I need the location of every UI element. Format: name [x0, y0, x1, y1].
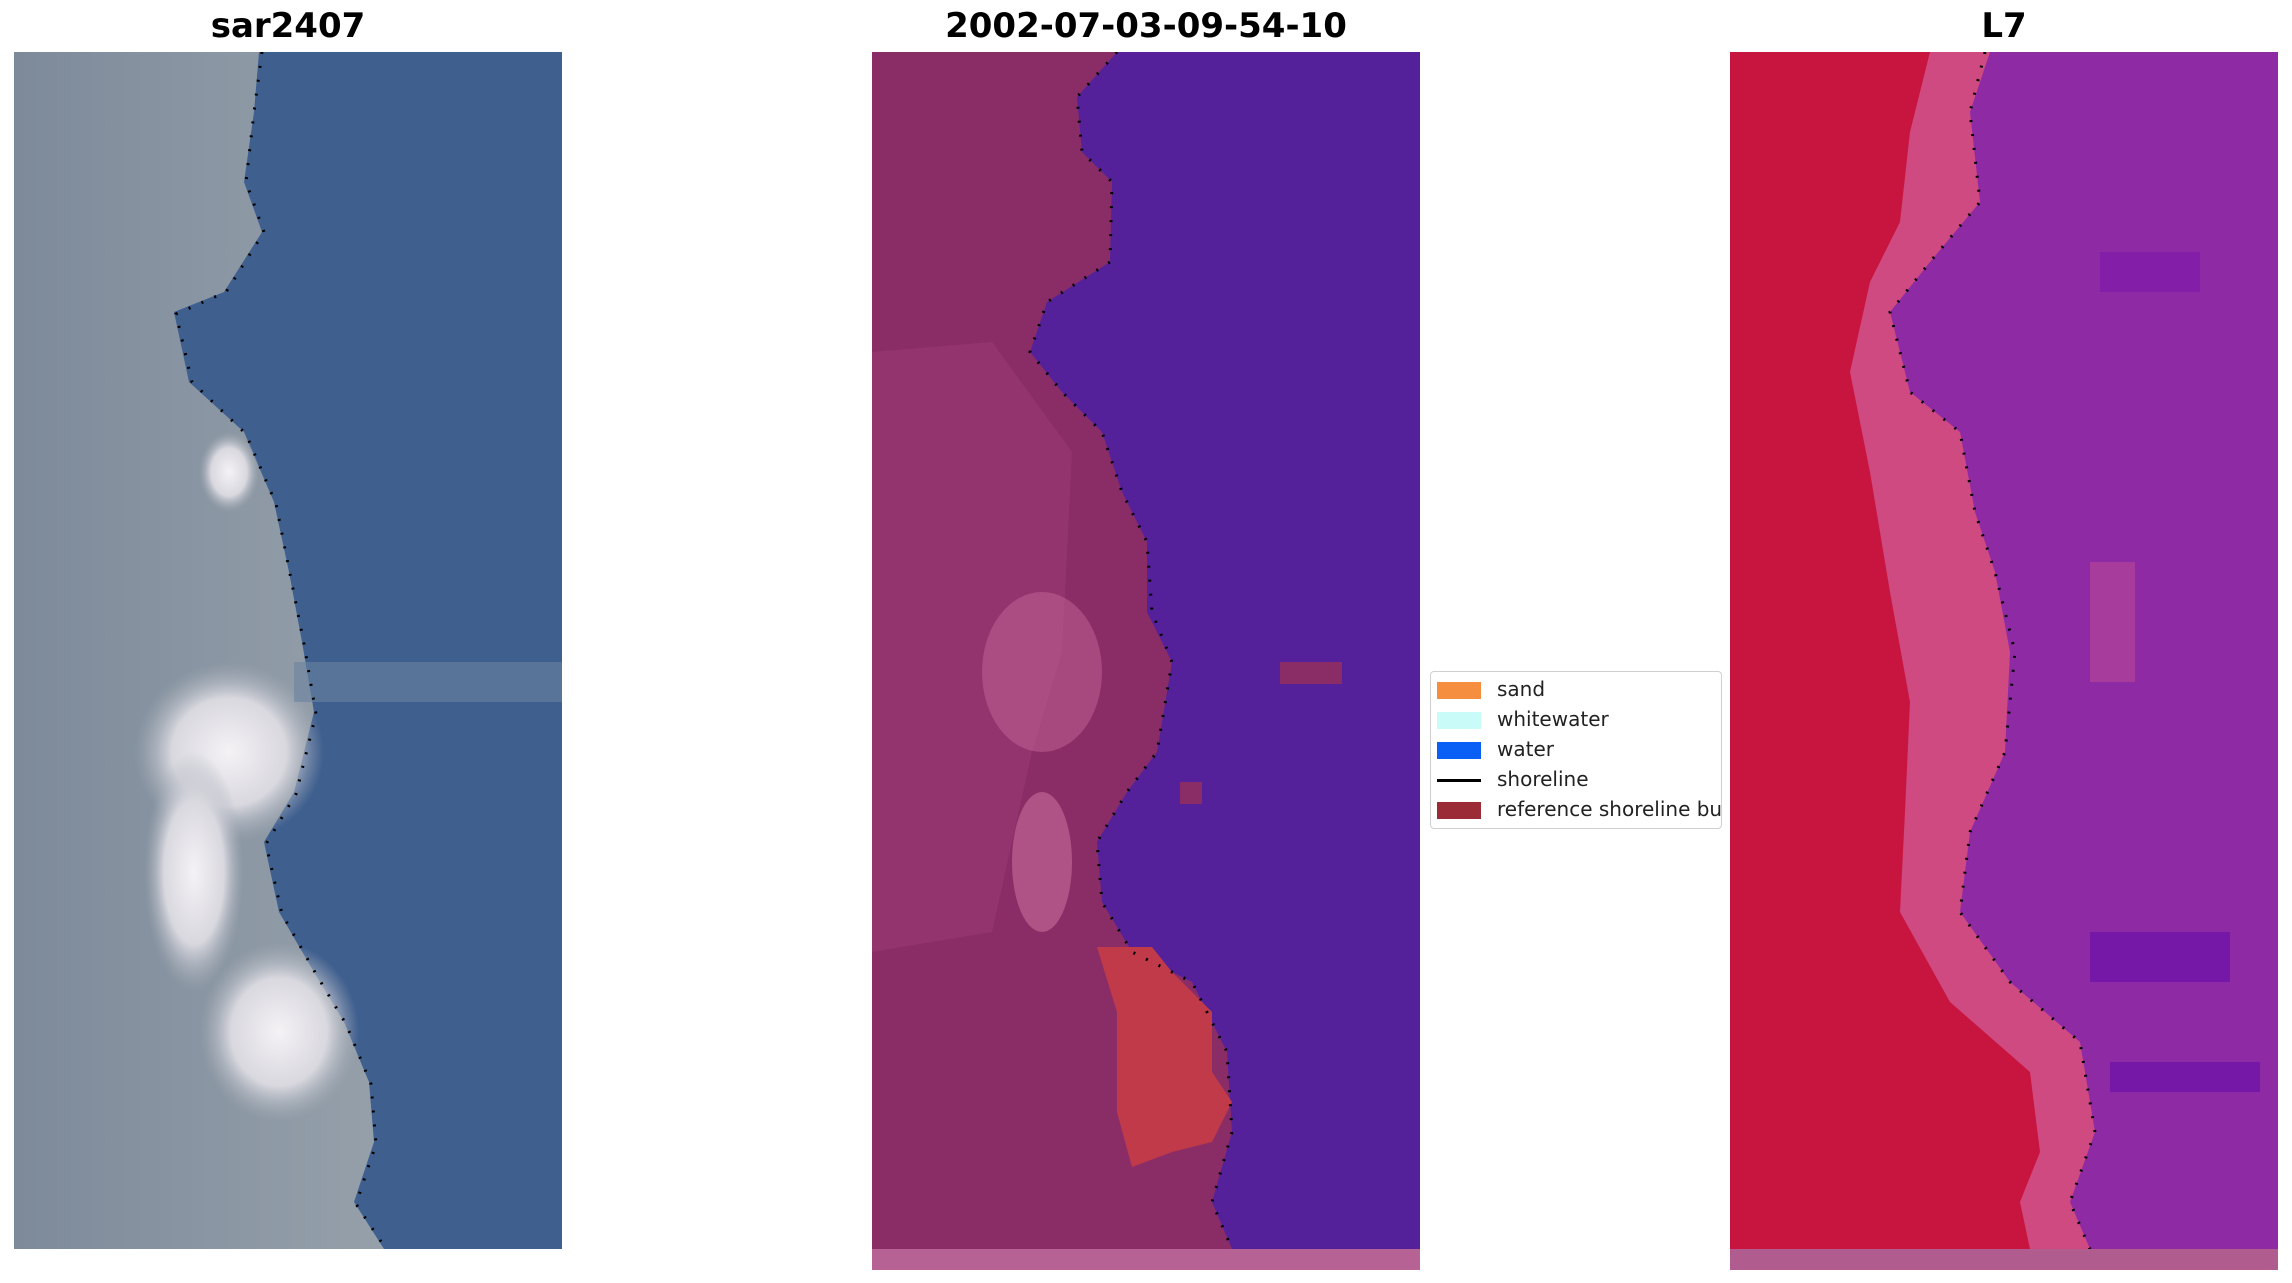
panel-title-falsecolor: L7: [1981, 6, 2027, 46]
panel-title-rgb: sar2407: [210, 6, 366, 46]
legend-label: shoreline: [1497, 767, 1589, 791]
legend-label: whitewater: [1497, 707, 1609, 731]
bright-sand-patch: [144, 752, 244, 992]
whitewater-swatch: [1437, 712, 1481, 729]
bright-land-patch: [982, 592, 1102, 752]
false-color-image: [1730, 52, 2278, 1270]
classified-image: [872, 52, 1420, 1270]
land-area: [1730, 52, 2040, 1249]
legend-label: reference shoreline buffer: [1497, 797, 1722, 821]
bright-sand-patch: [199, 432, 259, 512]
sandbar: [294, 662, 562, 702]
bright-land-patch: [1012, 792, 1072, 932]
bottom-strip: [1730, 1249, 2278, 1270]
legend-item-whitewater: whitewater: [1431, 706, 1721, 732]
reference-buffer-swatch: [1437, 802, 1481, 819]
legend-item-shoreline: shoreline: [1431, 766, 1721, 792]
deep-water-patch: [2090, 932, 2230, 982]
legend-label: water: [1497, 737, 1554, 761]
legend-item-water: water: [1431, 736, 1721, 762]
sand-class-overlay: [1097, 947, 1232, 1167]
land-texture: [872, 342, 1072, 952]
deep-water-patch: [2100, 252, 2200, 292]
sand-swatch: [1437, 682, 1481, 699]
legend-label: sand: [1497, 677, 1546, 701]
bottom-strip: [872, 1249, 1420, 1270]
legend-item-reference-shoreline-buffer: reference shoreline buffer: [1431, 796, 1722, 822]
shoreline: [1028, 52, 1234, 1250]
shoreline: [174, 52, 388, 1249]
legend: sand whitewater water shoreline referenc…: [1430, 671, 1722, 829]
sandbar-class: [1180, 782, 1202, 804]
sandbar-class: [1280, 662, 1342, 684]
panel-title-classified: 2002-07-03-09-54-10: [945, 6, 1347, 46]
rgb-satellite-image: [14, 52, 562, 1249]
legend-item-sand: sand: [1431, 676, 1721, 702]
water-swatch: [1437, 742, 1481, 759]
bright-sand-patch: [199, 942, 359, 1122]
shallow-patch: [2090, 562, 2135, 682]
deep-water-patch: [2110, 1062, 2260, 1092]
shoreline-line-swatch: [1437, 779, 1481, 782]
